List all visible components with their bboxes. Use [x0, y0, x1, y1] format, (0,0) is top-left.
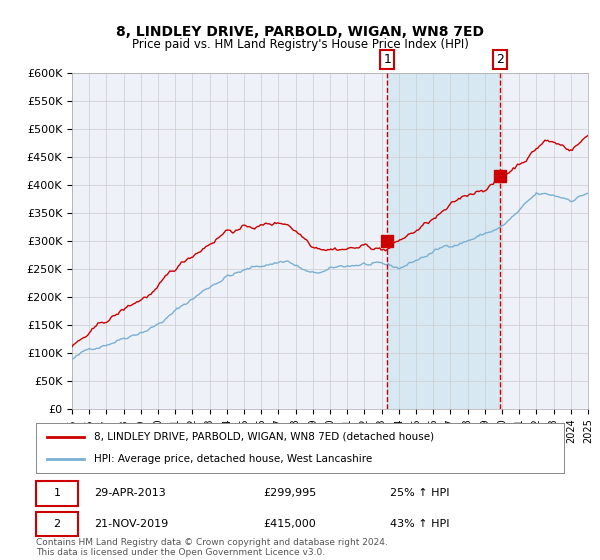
Text: 1: 1: [53, 488, 61, 498]
Text: Contains HM Land Registry data © Crown copyright and database right 2024.
This d: Contains HM Land Registry data © Crown c…: [36, 538, 388, 557]
Text: 29-APR-2013: 29-APR-2013: [94, 488, 166, 498]
Text: £415,000: £415,000: [263, 519, 316, 529]
FancyBboxPatch shape: [36, 481, 78, 506]
Text: 1: 1: [383, 53, 391, 66]
Text: 8, LINDLEY DRIVE, PARBOLD, WIGAN, WN8 7ED: 8, LINDLEY DRIVE, PARBOLD, WIGAN, WN8 7E…: [116, 25, 484, 39]
Text: Price paid vs. HM Land Registry's House Price Index (HPI): Price paid vs. HM Land Registry's House …: [131, 38, 469, 51]
Text: 25% ↑ HPI: 25% ↑ HPI: [390, 488, 449, 498]
Text: 2: 2: [53, 519, 61, 529]
Text: 21-NOV-2019: 21-NOV-2019: [94, 519, 169, 529]
FancyBboxPatch shape: [36, 512, 78, 536]
Text: 43% ↑ HPI: 43% ↑ HPI: [390, 519, 449, 529]
Text: HPI: Average price, detached house, West Lancashire: HPI: Average price, detached house, West…: [94, 454, 373, 464]
Bar: [387, 73, 500, 409]
Text: 8, LINDLEY DRIVE, PARBOLD, WIGAN, WN8 7ED (detached house): 8, LINDLEY DRIVE, PARBOLD, WIGAN, WN8 7E…: [94, 432, 434, 442]
Text: 2: 2: [496, 53, 504, 66]
Text: £299,995: £299,995: [263, 488, 316, 498]
